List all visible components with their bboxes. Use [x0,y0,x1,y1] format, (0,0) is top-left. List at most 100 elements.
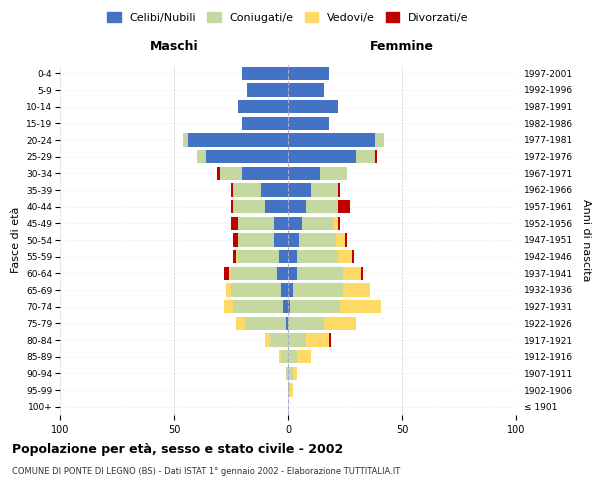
Bar [226,284,231,296]
Bar [288,100,338,114]
Bar [336,234,345,246]
Bar [374,150,377,164]
Bar [288,184,311,196]
Bar [288,284,293,296]
Bar [238,100,288,114]
Bar [297,250,338,264]
Bar [352,250,354,264]
Bar [236,250,238,264]
Bar [233,300,283,314]
Bar [279,350,281,364]
Bar [286,316,288,330]
Bar [242,166,288,180]
Bar [281,284,288,296]
Bar [293,366,297,380]
Bar [288,366,293,380]
Text: Maschi: Maschi [149,40,199,54]
Bar [302,216,334,230]
Bar [320,166,347,180]
Bar [288,250,297,264]
Bar [325,316,356,330]
Bar [356,150,374,164]
Text: Popolazione per età, sesso e stato civile - 2002: Popolazione per età, sesso e stato civil… [12,442,343,456]
Bar [265,334,270,346]
Bar [288,334,306,346]
Bar [217,166,220,180]
Bar [297,266,343,280]
Bar [283,300,288,314]
Bar [361,266,363,280]
Bar [334,216,338,230]
Bar [245,316,286,330]
Bar [231,200,233,213]
Bar [288,350,297,364]
Bar [306,200,338,213]
Bar [274,216,288,230]
Bar [288,84,325,96]
Bar [343,266,361,280]
Bar [279,250,288,264]
Bar [338,200,350,213]
Bar [229,266,231,280]
Bar [220,166,242,180]
Bar [233,234,238,246]
Bar [288,234,299,246]
Bar [236,316,245,330]
Bar [238,234,274,246]
Legend: Celibi/Nubili, Coniugati/e, Vedovi/e, Divorzati/e: Celibi/Nubili, Coniugati/e, Vedovi/e, Di… [103,8,473,28]
Bar [242,116,288,130]
Bar [288,166,320,180]
Bar [329,334,331,346]
Bar [247,84,288,96]
Bar [288,200,306,213]
Bar [290,300,340,314]
Bar [288,116,329,130]
Bar [288,384,290,396]
Bar [238,250,279,264]
Bar [242,66,288,80]
Bar [338,216,340,230]
Bar [288,300,290,314]
Bar [231,266,277,280]
Bar [297,350,311,364]
Bar [183,134,188,146]
Bar [260,184,288,196]
Bar [374,134,384,146]
Bar [206,150,288,164]
Bar [338,250,352,264]
Bar [288,216,302,230]
Bar [281,350,288,364]
Bar [238,216,274,230]
Bar [306,334,329,346]
Bar [231,216,238,230]
Bar [286,366,288,380]
Bar [233,200,265,213]
Bar [224,300,233,314]
Bar [288,134,374,146]
Bar [288,150,356,164]
Bar [231,284,281,296]
Bar [338,184,340,196]
Y-axis label: Fasce di età: Fasce di età [11,207,20,273]
Bar [277,266,288,280]
Bar [343,284,370,296]
Bar [288,266,297,280]
Bar [224,266,229,280]
Bar [188,134,288,146]
Bar [231,184,233,196]
Bar [233,250,236,264]
Bar [290,384,293,396]
Bar [345,234,347,246]
Text: Femmine: Femmine [370,40,434,54]
Bar [311,184,338,196]
Bar [233,184,260,196]
Bar [340,300,382,314]
Bar [270,334,288,346]
Bar [274,234,288,246]
Y-axis label: Anni di nascita: Anni di nascita [581,198,591,281]
Bar [299,234,336,246]
Bar [265,200,288,213]
Text: COMUNE DI PONTE DI LEGNO (BS) - Dati ISTAT 1° gennaio 2002 - Elaborazione TUTTIT: COMUNE DI PONTE DI LEGNO (BS) - Dati IST… [12,468,400,476]
Bar [197,150,206,164]
Bar [288,316,325,330]
